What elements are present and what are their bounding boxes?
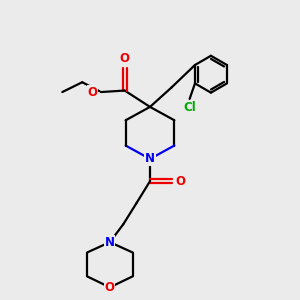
Text: N: N bbox=[105, 236, 115, 249]
Text: O: O bbox=[119, 52, 129, 65]
Text: O: O bbox=[87, 85, 98, 98]
Text: Cl: Cl bbox=[183, 101, 196, 114]
Text: O: O bbox=[176, 175, 186, 188]
Text: O: O bbox=[105, 281, 115, 294]
Text: N: N bbox=[145, 152, 155, 165]
